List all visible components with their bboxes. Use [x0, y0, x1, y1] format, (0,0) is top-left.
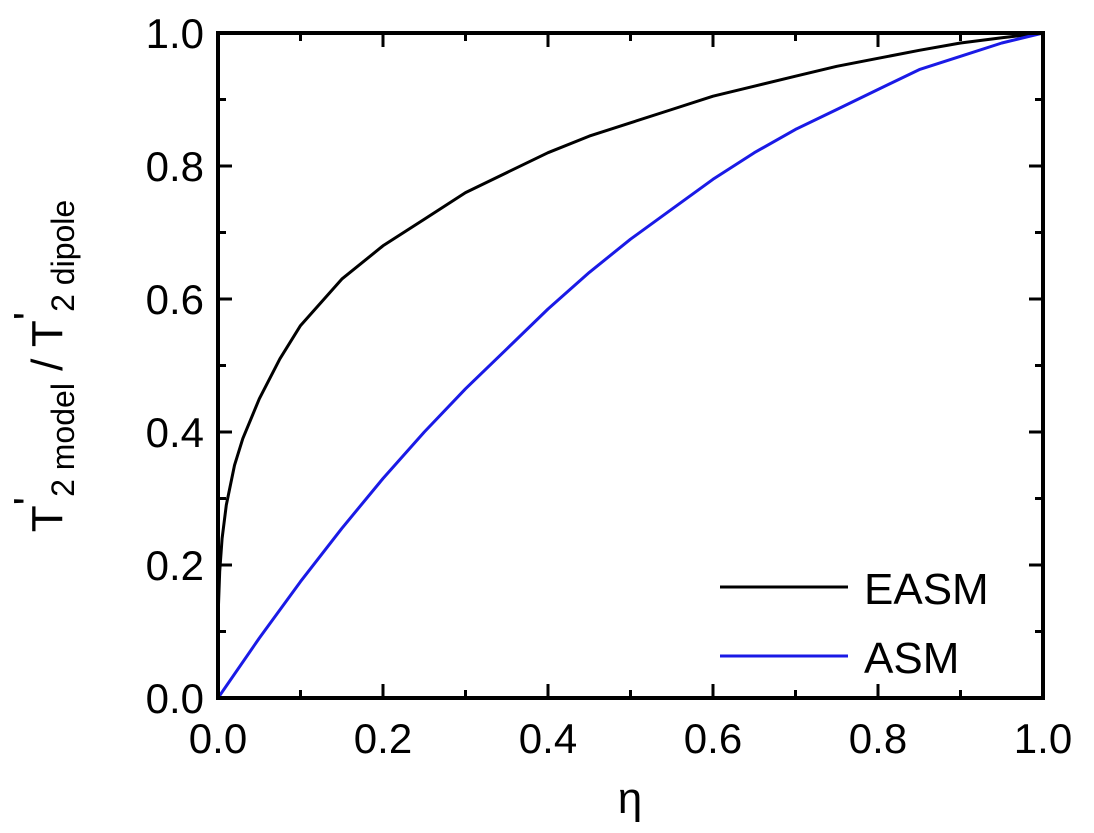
y-title-prime2: '	[5, 312, 54, 320]
y-axis-title: T'2 model / T'2 dipole	[5, 200, 81, 532]
x-tick-label: 0.4	[519, 715, 577, 762]
legend-label-asm: ASM	[864, 634, 959, 683]
y-title-t1: T	[23, 505, 72, 532]
x-tick-label: 0.8	[849, 715, 907, 762]
y-tick-label: 0.6	[146, 276, 204, 323]
y-title-prime1: '	[5, 497, 54, 505]
y-tick-label: 0.4	[146, 409, 204, 456]
x-axis-title: η	[618, 774, 642, 823]
series-layer	[216, 31, 1045, 700]
y-tick-label: 1.0	[146, 10, 204, 57]
legend-label-easm: EASM	[864, 565, 989, 614]
tick-labels: 0.0 0.2 0.4 0.6 0.8 1.0 0.0 0.2 0.4 0.6 0.8 1.0	[146, 10, 1073, 762]
x-tick-label: 0.0	[189, 715, 247, 762]
y-tick-label: 0.0	[146, 675, 204, 722]
x-tick-label: 0.6	[684, 715, 742, 762]
x-tick-label: 1.0	[1014, 715, 1072, 762]
y-title-sep: / T	[23, 320, 72, 383]
x-tick-label: 0.2	[354, 715, 412, 762]
y-title-sub2: 2 dipole	[45, 200, 81, 312]
series-line-easm	[216, 31, 1045, 620]
series-line-asm	[216, 31, 1045, 700]
y-tick-label: 0.2	[146, 542, 204, 589]
ticks-layer	[216, 31, 1045, 700]
y-tick-label: 0.8	[146, 143, 204, 190]
y-title-sub1: 2 model	[45, 383, 81, 497]
legend: EASM ASM	[720, 565, 989, 683]
